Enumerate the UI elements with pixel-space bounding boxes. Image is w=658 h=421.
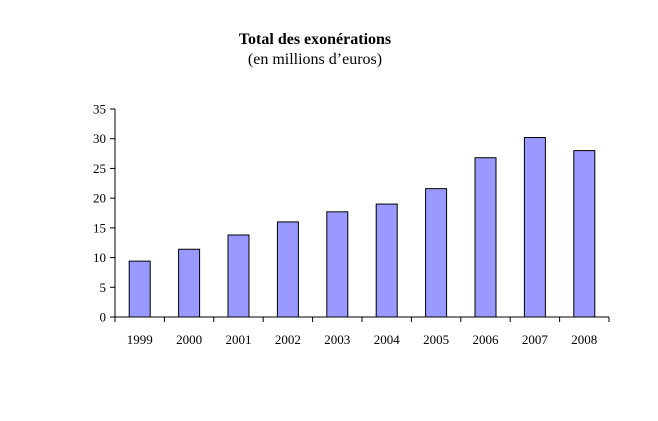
chart-title: Total des exonérations [238,31,392,48]
x-tick-label: 2007 [522,332,549,347]
x-tick-label: 2005 [423,332,449,347]
bars [128,137,596,318]
y-tick-label: 15 [93,220,106,235]
x-tick-label: 2008 [571,332,597,347]
y-tick-label: 20 [93,191,106,206]
bar-2008 [573,150,596,318]
bar-2003 [326,211,349,318]
x-tick-label: 2000 [176,332,202,347]
x-tick-label: 2001 [226,332,252,347]
x-tick-label: 2003 [324,332,350,347]
x-axis: 1999 2000 2001 2002 2003 2004 2005 2006 2007 2008 [114,316,610,347]
y-tick-label: 0 [100,310,107,325]
bar-2000 [178,248,201,318]
x-tick-label: 1999 [127,332,153,347]
y-axis: 0 5 10 15 20 25 30 35 [93,102,116,325]
x-tick-label: 2004 [374,332,401,347]
bar-2007 [523,137,546,318]
y-tick-label: 35 [93,102,106,117]
bar-2001 [227,234,250,318]
bar-2006 [474,157,497,318]
bar-2004 [375,203,398,318]
y-tick-label: 5 [100,280,107,295]
bar-1999 [128,260,151,318]
y-tick-label: 25 [93,161,106,176]
y-tick-label: 30 [93,131,106,146]
chart-subtitle: (en millions d’euros) [247,51,383,68]
x-tick-label: 2002 [275,332,301,347]
x-tick-label: 2006 [473,332,500,347]
bar-2005 [425,188,448,318]
bar-2002 [276,221,299,318]
y-tick-label: 10 [93,250,106,265]
